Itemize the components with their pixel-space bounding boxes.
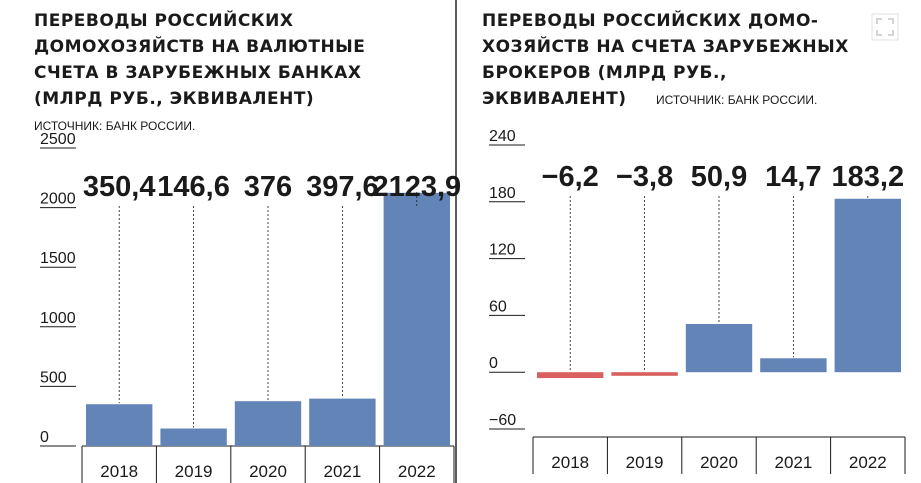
y-tick-label: 1500 <box>40 250 76 267</box>
left-chart: 0 500 1000 1500 2000 2500 2018 350,4 2019 146,6 20… <box>40 131 461 483</box>
category-label: 2019 <box>175 462 213 481</box>
value-label: 14,7 <box>765 161 821 193</box>
right-chart-title-line-4: ЭКВИВАЛЕНТ) <box>482 89 627 109</box>
y-tick-label: 180 <box>489 185 516 202</box>
bar <box>834 198 901 373</box>
y-tick-label: 60 <box>489 298 507 315</box>
y-tick-label: −60 <box>489 412 516 429</box>
value-label: 397,6 <box>306 171 379 203</box>
bar <box>234 401 302 446</box>
value-label: 350,4 <box>83 171 156 203</box>
right-chart-source: ИСТОЧНИК: БАНК РОССИИ. <box>656 93 817 107</box>
category-label: 2021 <box>323 462 361 481</box>
expand-icon[interactable] <box>871 13 899 41</box>
category-label: 2022 <box>398 462 436 481</box>
y-tick-label: 1000 <box>40 310 76 327</box>
bar <box>760 358 827 373</box>
right-chart-header: ПЕРЕВОДЫ РОССИЙСКИХ ДОМО- ХОЗЯЙСТВ НА СЧ… <box>482 9 849 109</box>
left-chart-title-line-2: ДОМОХОЗЯЙСТВ НА ВАЛЮТНЫЕ <box>34 35 365 57</box>
y-tick-label: 500 <box>40 369 67 386</box>
category-label: 2018 <box>551 453 589 472</box>
bar <box>383 192 450 446</box>
value-label: 146,6 <box>157 171 230 203</box>
right-chart-title-line-1: ПЕРЕВОДЫ РОССИЙСКИХ ДОМО- <box>482 9 818 31</box>
y-tick-label: 120 <box>489 242 516 259</box>
y-tick-label: 0 <box>40 429 49 446</box>
bar <box>611 372 678 376</box>
category-label: 2018 <box>100 462 138 481</box>
category-label: 2020 <box>249 462 287 481</box>
bar <box>160 428 227 446</box>
value-label: 183,2 <box>832 161 905 193</box>
category-label: 2019 <box>626 453 664 472</box>
left-chart-title-line-1: ПЕРЕВОДЫ РОССИЙСКИХ <box>34 9 294 31</box>
value-label: −6,2 <box>542 161 599 193</box>
bar <box>685 324 753 373</box>
left-chart-title-line-4: (МЛРД РУБ., ЭКВИВАЛЕНТ) <box>34 89 314 109</box>
value-label: 2123,9 <box>372 171 461 203</box>
right-chart-title-line-3: БРОКЕРОВ (МЛРД РУБ., <box>482 63 727 83</box>
value-label: 376 <box>244 171 292 203</box>
value-label: 50,9 <box>691 161 747 193</box>
category-label: 2021 <box>774 453 812 472</box>
y-tick-label: 0 <box>489 355 498 372</box>
category-label: 2022 <box>849 453 887 472</box>
bar <box>537 372 604 379</box>
bar <box>86 404 153 446</box>
bar <box>309 398 376 446</box>
category-label: 2020 <box>700 453 738 472</box>
y-tick-label: 2500 <box>40 131 76 148</box>
y-tick-label: 240 <box>489 128 516 145</box>
value-label: −3,8 <box>616 161 673 193</box>
right-chart-title-line-2: ХОЗЯЙСТВ НА СЧЕТА ЗАРУБЕЖНЫХ <box>482 35 849 57</box>
right-chart: −60 0 60 120 180 240 2018 −6,2 2019 −3,8 2020 50,9 2… <box>489 128 906 474</box>
left-chart-header: ПЕРЕВОДЫ РОССИЙСКИХ ДОМОХОЗЯЙСТВ НА ВАЛЮ… <box>34 9 365 133</box>
left-chart-source: ИСТОЧНИК: БАНК РОССИИ. <box>34 119 195 133</box>
left-chart-title-line-3: СЧЕТА В ЗАРУБЕЖНЫХ БАНКАХ <box>34 63 361 83</box>
y-tick-label: 2000 <box>40 191 76 208</box>
